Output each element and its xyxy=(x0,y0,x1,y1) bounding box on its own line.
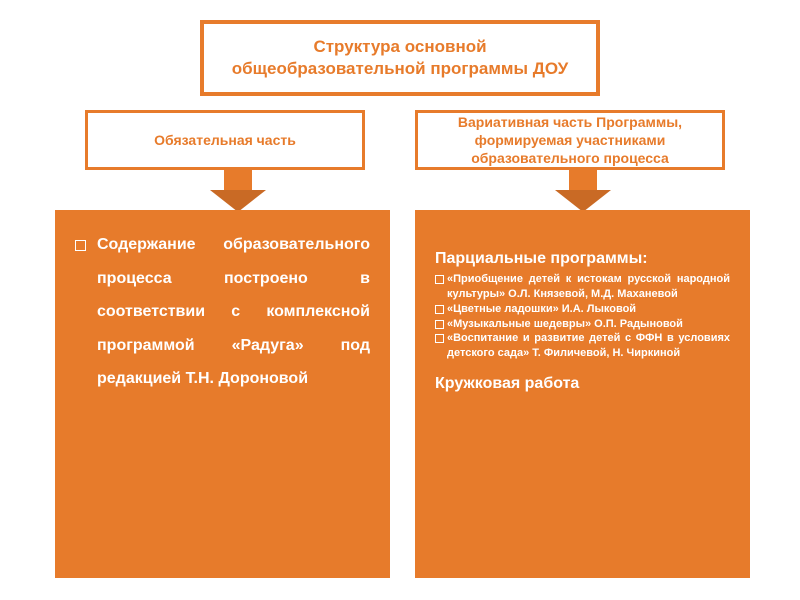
arrow-stem xyxy=(224,170,252,190)
arrow-head xyxy=(555,190,611,212)
mandatory-header: Обязательная часть xyxy=(85,110,365,170)
variable-header: Вариативная часть Программы, формируемая… xyxy=(415,110,725,170)
mandatory-content: Содержание образовательного процесса пос… xyxy=(55,210,390,578)
arrow-stem xyxy=(569,170,597,190)
list-item: «Воспитание и развитие детей с ФФН в усл… xyxy=(435,331,730,361)
arrow-down-left xyxy=(210,170,266,212)
list-item: «Приобщение детей к истокам русской наро… xyxy=(435,272,730,302)
mandatory-list: Содержание образовательного процесса пос… xyxy=(75,228,370,396)
list-item: Содержание образовательного процесса пос… xyxy=(75,228,370,396)
arrow-head xyxy=(210,190,266,212)
partial-programs-list: «Приобщение детей к истокам русской наро… xyxy=(435,272,730,361)
club-work-title: Кружковая работа xyxy=(435,375,730,393)
variable-content: Парциальные программы: «Приобщение детей… xyxy=(415,210,750,578)
list-item: «Музыкальные шедевры» О.П. Радыновой xyxy=(435,317,730,332)
partial-programs-title: Парциальные программы: xyxy=(435,250,730,268)
title-box: Структура основной общеобразовательной п… xyxy=(200,20,600,96)
arrow-down-right xyxy=(555,170,611,212)
list-item: «Цветные ладошки» И.А. Лыковой xyxy=(435,302,730,317)
